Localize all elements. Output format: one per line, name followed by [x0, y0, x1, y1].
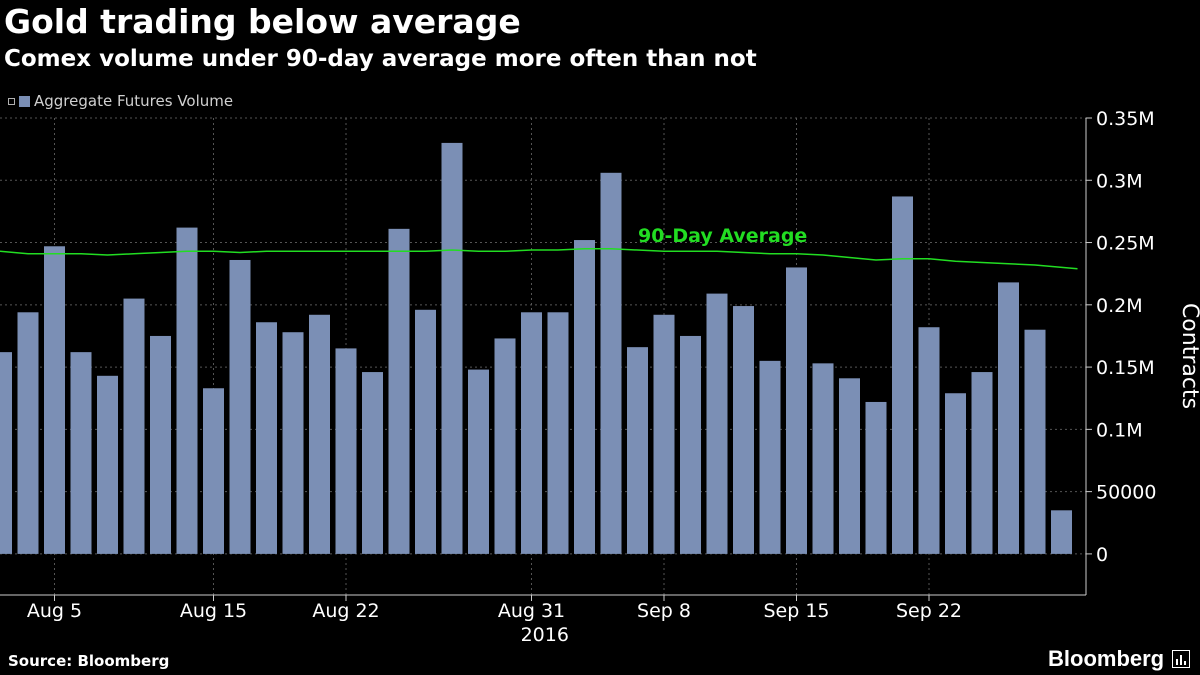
y-tick-label: 0.35M — [1096, 108, 1155, 130]
bar — [176, 227, 198, 554]
bar — [468, 369, 489, 554]
y-tick-label: 0.15M — [1096, 357, 1155, 379]
brand-wordmark: Bloomberg — [1048, 646, 1165, 671]
y-tick-label: 50000 — [1096, 482, 1156, 504]
bar — [70, 352, 92, 554]
bar — [733, 306, 754, 554]
bar — [945, 393, 966, 554]
average-line — [0, 248, 1078, 270]
y-tick-label: 0 — [1096, 544, 1108, 566]
bar — [17, 312, 39, 554]
bar — [150, 335, 171, 554]
bar — [335, 348, 357, 554]
bloomberg-logo-icon — [1172, 650, 1191, 668]
bar — [1051, 510, 1072, 554]
legend-toggle-icon[interactable] — [8, 97, 15, 105]
bar — [706, 293, 728, 554]
bar — [441, 142, 463, 554]
bar — [282, 332, 304, 554]
x-tick-label: Aug 22 — [312, 600, 379, 622]
bar — [865, 401, 887, 554]
y-tick-label: 0.25M — [1096, 233, 1155, 255]
bar — [203, 388, 224, 554]
x-tick-label: Sep 22 — [896, 600, 962, 622]
x-tick-label: Aug 5 — [27, 600, 82, 622]
bar — [759, 360, 781, 554]
bar — [44, 246, 65, 554]
x-tick-label: Aug 31 — [498, 600, 565, 622]
bar — [653, 314, 675, 554]
bar — [123, 298, 145, 554]
y-tick-label: 0.2M — [1096, 295, 1143, 317]
bar — [680, 335, 701, 554]
bar — [600, 172, 622, 554]
bar — [388, 228, 410, 554]
bar — [229, 259, 251, 554]
bar — [309, 314, 330, 554]
legend-label: Aggregate Futures Volume — [34, 92, 234, 110]
y-tick-label: 0.3M — [1096, 170, 1143, 192]
bar — [256, 322, 277, 554]
x-year-label: 2016 — [521, 624, 569, 646]
bar — [1024, 329, 1046, 554]
bar — [812, 363, 834, 554]
bar — [918, 327, 940, 554]
legend[interactable]: Aggregate Futures Volume — [8, 92, 233, 110]
bar — [97, 375, 118, 554]
x-tick-label: Aug 15 — [180, 600, 247, 622]
bar — [839, 378, 860, 554]
bar — [627, 347, 648, 554]
average-line-label: 90-Day Average — [638, 225, 807, 247]
chart-subtitle: Comex volume under 90-day average more o… — [4, 46, 757, 72]
legend-swatch — [19, 95, 30, 107]
bar — [786, 267, 807, 554]
bar — [521, 312, 542, 554]
y-tick-label: 0.1M — [1096, 419, 1143, 441]
bar — [892, 196, 913, 554]
x-tick-label: Sep 15 — [763, 600, 829, 622]
x-tick-label: Sep 8 — [637, 600, 691, 622]
bar — [494, 338, 516, 554]
bar — [0, 352, 12, 554]
bar — [998, 282, 1019, 554]
chart-title: Gold trading below average — [4, 2, 521, 41]
bar — [574, 240, 595, 554]
y-axis-title: Contracts — [1177, 303, 1200, 409]
bar — [971, 372, 993, 554]
brand: Bloomberg — [1048, 646, 1191, 672]
bar — [415, 309, 436, 554]
bar — [547, 312, 569, 554]
bar — [362, 372, 383, 554]
source-note: Source: Bloomberg — [8, 652, 170, 670]
